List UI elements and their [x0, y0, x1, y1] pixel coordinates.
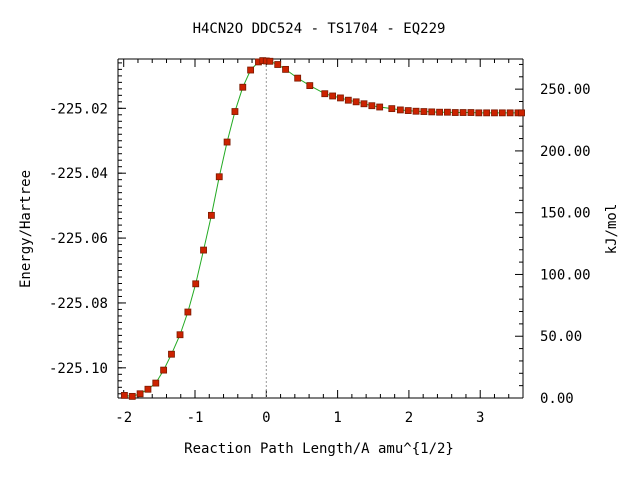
data-point	[368, 102, 376, 110]
data-point	[498, 109, 506, 117]
data-point	[192, 280, 200, 288]
x-axis-label: Reaction Path Length/A amu^{1/2}	[184, 441, 454, 457]
data-point	[412, 107, 420, 115]
data-point	[184, 308, 192, 316]
data-point	[266, 57, 274, 65]
data-point	[215, 173, 223, 181]
y2-tick-label: 250.00	[540, 82, 591, 98]
data-point	[337, 94, 344, 102]
y-axis-label: Energy/Hartree	[18, 170, 34, 288]
data-point	[200, 246, 207, 254]
data-point	[436, 108, 443, 116]
data-point	[404, 107, 412, 114]
y2-tick-label: 200.00	[540, 144, 591, 160]
data-point	[491, 109, 498, 117]
data-point	[483, 109, 491, 117]
data-point	[239, 83, 247, 91]
y-tick-label: -225.02	[49, 101, 108, 117]
y-tick-label: -225.06	[49, 231, 108, 247]
y2-tick-label: 100.00	[540, 267, 591, 283]
y-tick-label: -225.08	[49, 296, 108, 312]
y2-tick-label: 0.00	[540, 391, 574, 407]
x-tick-label: 3	[476, 410, 484, 426]
data-point	[306, 82, 314, 89]
data-point	[231, 108, 239, 115]
data-point	[518, 109, 525, 117]
x-tick-label: -2	[115, 410, 132, 426]
data-point	[467, 109, 475, 116]
data-point	[282, 65, 289, 73]
data-point	[420, 108, 428, 115]
data-point	[176, 331, 184, 339]
data-point	[144, 385, 152, 393]
data-point	[352, 98, 360, 106]
data-point	[274, 61, 282, 68]
y-tick-label: -225.04	[49, 166, 108, 182]
data-point	[444, 108, 451, 116]
data-point	[459, 109, 467, 116]
data-point	[475, 109, 483, 117]
data-point	[168, 350, 175, 358]
data-point	[428, 108, 436, 116]
data-point	[388, 105, 396, 113]
y2-axis-label: kJ/mol	[604, 204, 620, 255]
data-point	[360, 100, 368, 108]
data-point	[247, 66, 255, 74]
data-point	[121, 391, 128, 399]
data-point	[396, 106, 404, 114]
data-point	[152, 379, 160, 387]
x-tick-label: 0	[262, 410, 270, 426]
data-point	[376, 103, 384, 111]
data-point	[160, 366, 168, 374]
data-point	[128, 392, 136, 400]
chart-title: H4CN2O DDC524 - TS1704 - EQ229	[193, 21, 446, 37]
data-point	[451, 109, 459, 116]
data-point	[223, 138, 231, 146]
data-point	[344, 96, 352, 104]
x-tick-label: 1	[333, 410, 341, 426]
y2-tick-label: 150.00	[540, 206, 591, 222]
x-tick-label: 2	[405, 410, 413, 426]
data-point	[136, 390, 144, 398]
data-point	[294, 74, 302, 82]
plot-area: -2 -1 0 1 2 3 -225.02 -225.04 -225.06 -225.08 -225…	[49, 57, 591, 426]
data-point	[321, 90, 329, 98]
data-point	[208, 211, 215, 219]
y-tick-label: -225.10	[49, 361, 108, 377]
y2-tick-label: 50.00	[540, 329, 582, 345]
data-point	[506, 109, 514, 117]
x-tick-label: -1	[187, 410, 204, 426]
data-point	[329, 92, 337, 100]
